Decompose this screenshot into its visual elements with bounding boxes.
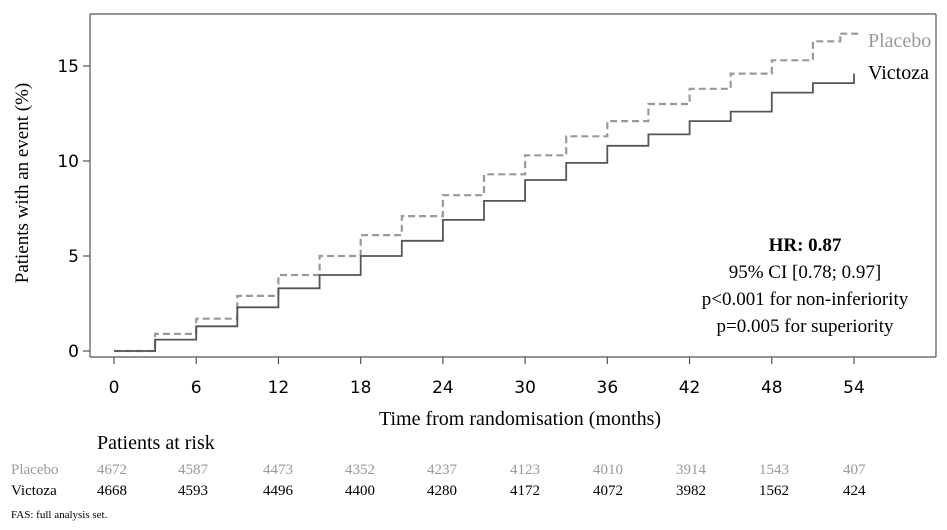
x-tick-label: 6	[191, 378, 202, 398]
y-tick-label: 0	[68, 342, 79, 362]
annotation-superiority: p=0.005 for superiority	[717, 316, 894, 337]
series-line-placebo	[114, 33, 842, 353]
x-axis-ticks: 0 6 12 18 24 30 36 42 48 54	[109, 357, 865, 398]
risk-cell: 1543	[759, 462, 789, 478]
y-axis-label: Patients with an event (%)	[12, 83, 33, 284]
risk-cell: 4172	[510, 483, 540, 499]
y-tick-label: 10	[57, 152, 79, 172]
risk-cell: 3914	[676, 462, 707, 478]
x-axis-label: Time from randomisation (months)	[379, 408, 661, 430]
legend-placebo-label: Placebo	[868, 30, 931, 52]
risk-cell: 4672	[97, 462, 127, 478]
risk-cell: 4668	[97, 483, 127, 499]
x-tick-label: 18	[350, 378, 372, 398]
risk-cell: 4352	[345, 462, 375, 478]
y-tick-label: 15	[57, 57, 79, 77]
series-lines	[114, 32, 862, 353]
risk-cell: 4123	[510, 462, 540, 478]
footnote: FAS: full analysis set.	[11, 509, 108, 521]
risk-cell: 4496	[263, 483, 294, 499]
y-tick-label: 5	[68, 247, 79, 267]
risk-cell: 4280	[427, 483, 457, 499]
x-tick-label: 30	[514, 378, 536, 398]
x-tick-label: 36	[597, 378, 619, 398]
risk-cell: 4400	[345, 483, 375, 499]
risk-row-label-placebo: Placebo	[11, 462, 58, 478]
risk-cell: 4010	[593, 462, 623, 478]
x-tick-label: 0	[109, 378, 120, 398]
legend-victoza-label: Victoza	[868, 62, 929, 84]
risk-cell: 4237	[427, 462, 458, 478]
y-axis-ticks: 0 5 10 15	[57, 57, 90, 362]
axes	[89, 13, 937, 358]
risk-cell: 4072	[593, 483, 623, 499]
risk-table: Placebo 4672 4587 4473 4352 4237 4123 4010 3914 1…	[11, 462, 866, 499]
series-line-victoza	[114, 73, 855, 352]
annotation-noninferiority: p<0.001 for non-inferiority	[702, 289, 909, 310]
annotation-ci: 95% CI [0.78; 0.97]	[729, 262, 882, 283]
annotation-hr: HR: 0.87	[769, 235, 842, 256]
risk-cell: 4587	[178, 462, 209, 478]
risk-table-title: Patients at risk	[97, 432, 215, 454]
risk-row-label-victoza: Victoza	[11, 483, 57, 499]
x-tick-label: 24	[432, 378, 454, 398]
x-tick-label: 54	[843, 378, 865, 398]
x-tick-label: 42	[679, 378, 701, 398]
x-tick-label: 48	[761, 378, 783, 398]
risk-cell: 407	[843, 462, 866, 478]
risk-cell: 1562	[759, 483, 789, 499]
x-tick-label: 12	[268, 378, 290, 398]
risk-cell: 4473	[263, 462, 293, 478]
risk-cell: 3982	[676, 483, 706, 499]
risk-cell: 424	[843, 483, 866, 499]
risk-cell: 4593	[178, 483, 208, 499]
